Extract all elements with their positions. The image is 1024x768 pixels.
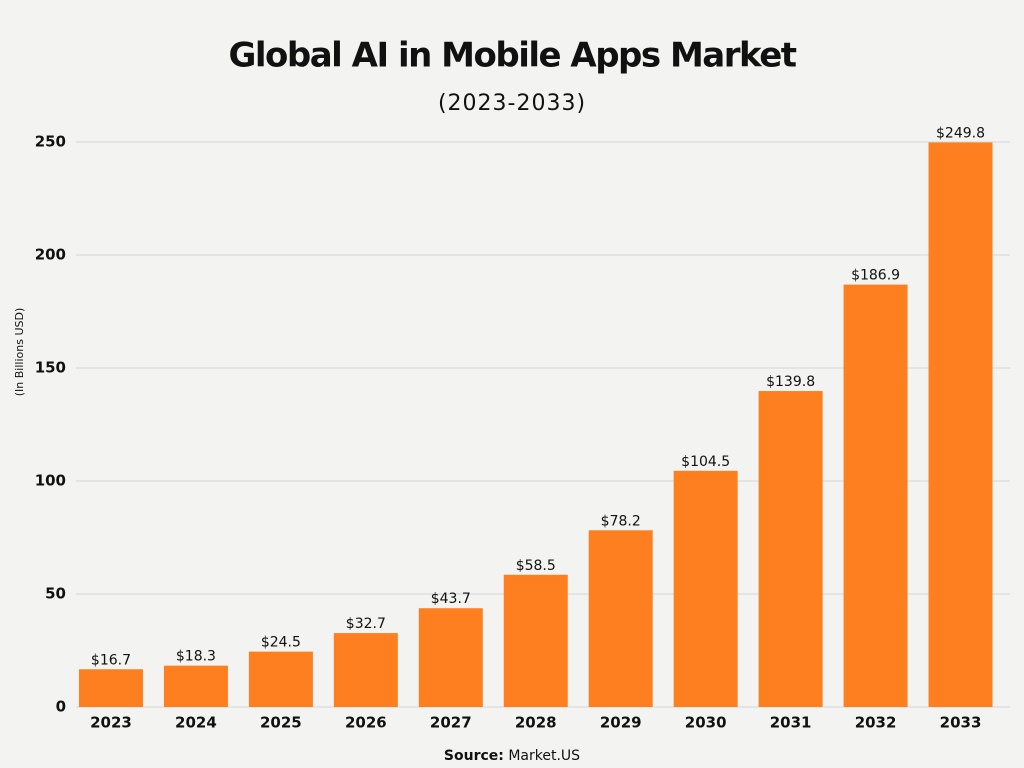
value-label: $58.5 (516, 558, 556, 574)
value-label: $16.7 (91, 652, 131, 668)
y-tick-label: 0 (56, 698, 66, 716)
y-axis-label: (In Billions USD) (13, 308, 26, 397)
x-tick-label: 2029 (600, 714, 642, 732)
value-label: $186.9 (851, 268, 900, 284)
x-tick-label: 2024 (175, 714, 217, 732)
bar (758, 391, 823, 707)
x-tick-label: 2032 (855, 714, 897, 732)
bar (333, 633, 398, 707)
value-label: $18.3 (176, 649, 216, 665)
y-tick-label: 50 (45, 585, 66, 603)
bar (163, 665, 228, 707)
x-tick-label: 2031 (770, 714, 812, 732)
value-label: $32.7 (346, 616, 386, 632)
x-tick-label: 2028 (515, 714, 557, 732)
x-tick-label: 2030 (685, 714, 727, 732)
bar (418, 608, 483, 707)
source-text: Market.US (508, 748, 580, 764)
value-label: $43.7 (431, 591, 471, 607)
bar (588, 530, 653, 707)
bar (928, 142, 993, 707)
source: Source: Market.US (444, 748, 580, 764)
chart-title: Global AI in Mobile Apps Market (228, 36, 796, 76)
bar (78, 669, 143, 707)
bar (248, 651, 313, 707)
bar (503, 574, 568, 707)
y-tick-label: 150 (35, 359, 66, 377)
x-tick-label: 2023 (90, 714, 132, 732)
x-tick-label: 2033 (940, 714, 982, 732)
y-tick-label: 100 (35, 472, 66, 490)
source-label: Source: (444, 748, 504, 764)
value-label: $139.8 (766, 374, 815, 390)
x-tick-label: 2027 (430, 714, 472, 732)
bar (673, 470, 738, 707)
y-tick-label: 200 (35, 246, 66, 264)
bar (843, 284, 908, 707)
value-label: $249.8 (936, 125, 985, 141)
value-label: $78.2 (601, 513, 641, 529)
value-label: $24.5 (261, 635, 301, 651)
value-label: $104.5 (681, 454, 730, 470)
x-tick-label: 2025 (260, 714, 302, 732)
y-tick-label: 250 (35, 133, 66, 151)
chart-subtitle: (2023-2033) (438, 91, 586, 116)
x-tick-label: 2026 (345, 714, 387, 732)
